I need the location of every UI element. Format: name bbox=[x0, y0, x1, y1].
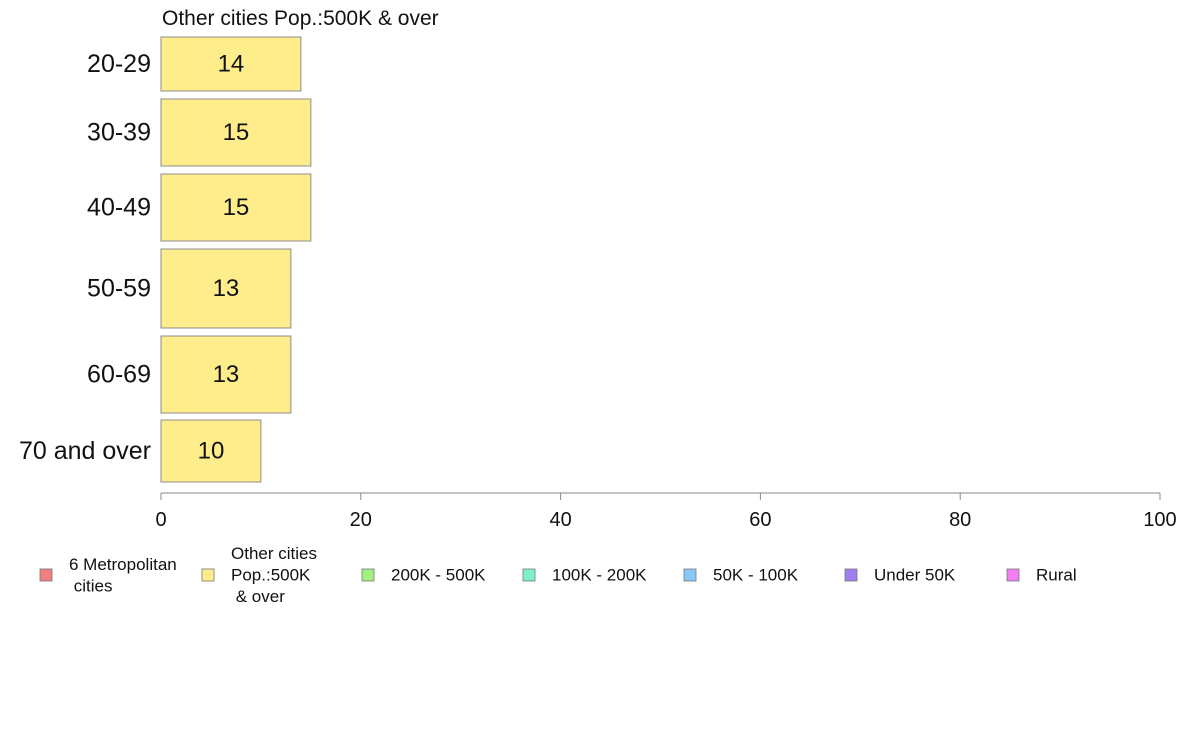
bar-value-label: 15 bbox=[223, 119, 250, 146]
x-tick-label: 60 bbox=[749, 509, 771, 531]
legend-label-line: Pop.:500K bbox=[231, 566, 311, 585]
legend-swatch bbox=[39, 568, 53, 582]
bar-group: 14 20-29 15 30-39 15 40-49 13 50-59 13 60-69 10 70 … bbox=[19, 36, 312, 483]
legend-label-line: Other cities bbox=[231, 544, 317, 563]
bar-value-label: 13 bbox=[213, 275, 240, 302]
legend-label-line: 200K - 500K bbox=[391, 566, 486, 585]
legend-swatch bbox=[522, 568, 536, 582]
legend-swatch bbox=[1006, 568, 1020, 582]
x-tick-label: 0 bbox=[155, 509, 166, 531]
legend-label-line: 50K - 100K bbox=[713, 566, 799, 585]
category-label: 40-49 bbox=[87, 194, 151, 222]
x-tick-label: 100 bbox=[1143, 509, 1176, 531]
bar-20-29 bbox=[160, 36, 302, 92]
category-label: 30-39 bbox=[87, 119, 151, 147]
legend-label: 6 Metropolitan cities bbox=[69, 555, 177, 596]
bar-30-39 bbox=[160, 98, 312, 167]
category-label: 50-59 bbox=[87, 275, 151, 303]
panel-title: Other cities Pop.:500K & over bbox=[162, 7, 439, 30]
bar-value-label: 13 bbox=[213, 361, 240, 388]
legend-label: 100K - 200K bbox=[552, 566, 647, 585]
legend-swatch bbox=[201, 568, 215, 582]
legend-swatch bbox=[844, 568, 858, 582]
legend-label: 50K - 100K bbox=[713, 566, 799, 585]
legend-label-line: 6 Metropolitan bbox=[69, 555, 177, 574]
bar-value-label: 14 bbox=[218, 51, 245, 78]
category-label: 70 and over bbox=[19, 437, 151, 465]
legend-label-line: & over bbox=[231, 587, 285, 606]
legend-label: 200K - 500K bbox=[391, 566, 486, 585]
x-tick-label: 40 bbox=[549, 509, 571, 531]
legend-label-line: Under 50K bbox=[874, 566, 956, 585]
legend-label-line: 100K - 200K bbox=[552, 566, 647, 585]
x-tick-label: 80 bbox=[949, 509, 971, 531]
category-label: 60-69 bbox=[87, 361, 151, 389]
legend: 6 Metropolitan cities Other cities Pop.:50… bbox=[39, 544, 1077, 606]
bar-value-label: 15 bbox=[223, 194, 250, 221]
legend-label: Rural bbox=[1036, 566, 1077, 585]
bar-value-label: 10 bbox=[198, 438, 225, 465]
bar-50-59 bbox=[160, 248, 292, 329]
legend-label: Under 50K bbox=[874, 566, 956, 585]
bar-60-69 bbox=[160, 335, 292, 414]
legend-label: Other cities Pop.:500K & over bbox=[231, 544, 317, 606]
category-label: 20-29 bbox=[87, 50, 151, 78]
legend-swatch bbox=[361, 568, 375, 582]
x-axis: 0 20 40 60 80 100 bbox=[155, 492, 1177, 531]
legend-swatch bbox=[683, 568, 697, 582]
legend-label-line: Rural bbox=[1036, 566, 1077, 585]
legend-label-line: cities bbox=[69, 576, 112, 595]
x-tick-label: 20 bbox=[350, 509, 372, 531]
bar-40-49 bbox=[160, 173, 312, 242]
bar-70-and-over bbox=[160, 419, 262, 483]
